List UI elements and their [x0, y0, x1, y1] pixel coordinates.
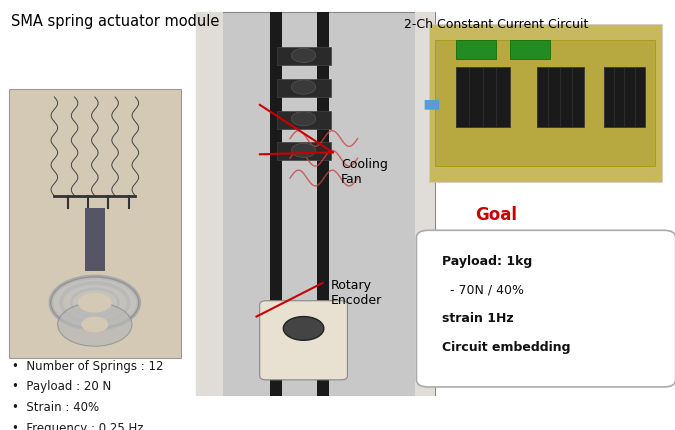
Text: Goal: Goal [475, 206, 517, 224]
Bar [277, 47, 331, 65]
Bar [9, 89, 181, 358]
Circle shape [292, 48, 316, 62]
Text: Rotary
Encoder: Rotary Encoder [331, 279, 382, 307]
Bar [317, 12, 329, 396]
Text: 2-Ch Constant Current Circuit: 2-Ch Constant Current Circuit [404, 18, 589, 31]
Circle shape [81, 316, 108, 332]
Bar [429, 24, 662, 182]
Text: •  Frequency : 0.25 Hz: • Frequency : 0.25 Hz [12, 422, 144, 430]
Bar [277, 111, 331, 129]
Text: •  Strain : 40%: • Strain : 40% [12, 402, 99, 415]
Text: strain 1Hz: strain 1Hz [442, 313, 514, 326]
Text: •  Number of Springs : 12: • Number of Springs : 12 [12, 359, 163, 372]
Bar [270, 12, 282, 396]
Bar [196, 12, 223, 396]
Text: Circuit embedding: Circuit embedding [442, 341, 570, 354]
Bar [415, 12, 435, 396]
FancyBboxPatch shape [416, 230, 675, 387]
Circle shape [292, 80, 316, 94]
Text: Payload: 1kg: Payload: 1kg [442, 255, 533, 267]
Text: •  Payload : 20 N: • Payload : 20 N [12, 381, 111, 393]
Bar [85, 208, 105, 271]
Bar [604, 67, 645, 126]
Circle shape [78, 293, 112, 313]
Bar [510, 40, 550, 59]
Text: - 70N / 40%: - 70N / 40% [442, 283, 524, 297]
Text: SMA spring actuator module: SMA spring actuator module [11, 14, 219, 29]
Circle shape [292, 143, 316, 157]
Circle shape [51, 277, 139, 329]
Bar [456, 40, 496, 59]
Circle shape [58, 303, 132, 346]
Bar [537, 67, 584, 126]
Bar [435, 40, 655, 166]
Circle shape [292, 111, 316, 126]
Bar [456, 67, 510, 126]
Text: Cooling
Fan: Cooling Fan [341, 158, 387, 186]
Bar [277, 79, 331, 97]
FancyBboxPatch shape [260, 301, 348, 380]
Bar [277, 142, 331, 160]
Bar [196, 12, 435, 396]
Circle shape [284, 316, 324, 340]
